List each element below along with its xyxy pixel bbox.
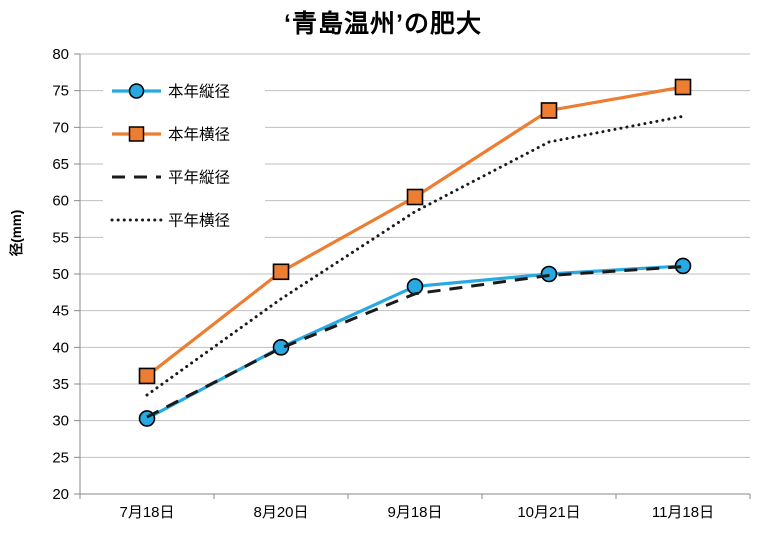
- legend-marker-square: [128, 126, 145, 142]
- y-tick-label: 70: [52, 119, 69, 136]
- y-tick-label: 20: [52, 486, 69, 503]
- series-line-normal-year-horizontal-diameter: [145, 114, 685, 397]
- x-tick-label: 11月18日: [652, 504, 714, 521]
- legend-label-this-year-vertical-diameter: 本年縦径: [168, 83, 230, 101]
- y-tick-label: 50: [52, 266, 69, 283]
- x-tick-label: 7月18日: [119, 504, 174, 521]
- legend-label-normal-year-horizontal-diameter: 平年横径: [168, 212, 230, 230]
- y-tick-label: 35: [52, 376, 69, 393]
- y-tick-label: 25: [52, 449, 69, 466]
- chart-title: ‘青島温州’の肥大: [284, 10, 482, 38]
- legend-label-this-year-horizontal-diameter: 本年横径: [168, 126, 230, 144]
- y-tick-label: 80: [52, 46, 69, 63]
- y-tick-label: 75: [52, 83, 69, 100]
- data-marker-square-this-year-horizontal-diameter: [406, 188, 424, 206]
- y-tick-label: 55: [52, 229, 69, 246]
- x-tick-label: 9月18日: [387, 504, 442, 521]
- data-marker-square-this-year-horizontal-diameter: [540, 102, 558, 119]
- y-axis-title: 径(mm): [9, 209, 24, 257]
- series-line-normal-year-vertical-diameter: [146, 265, 684, 419]
- data-marker-circle-this-year-vertical-diameter: [272, 339, 290, 356]
- y-tick-label: 40: [52, 339, 69, 356]
- legend-marker-circle: [128, 83, 145, 99]
- y-tick-label: 60: [52, 193, 69, 210]
- x-tick-label: 10月21日: [517, 504, 580, 521]
- data-marker-square-this-year-horizontal-diameter: [272, 263, 290, 281]
- y-tick-label: 30: [52, 413, 69, 430]
- x-tick-label: 8月20日: [253, 504, 308, 521]
- data-marker-circle-this-year-vertical-diameter: [406, 278, 424, 295]
- legend-label-normal-year-vertical-diameter: 平年縦径: [168, 169, 230, 187]
- data-marker-square-this-year-horizontal-diameter: [138, 367, 156, 385]
- y-tick-label: 45: [52, 303, 69, 320]
- legend-background: [103, 76, 265, 238]
- data-marker-square-this-year-horizontal-diameter: [674, 78, 692, 96]
- y-tick-label: 65: [52, 156, 69, 173]
